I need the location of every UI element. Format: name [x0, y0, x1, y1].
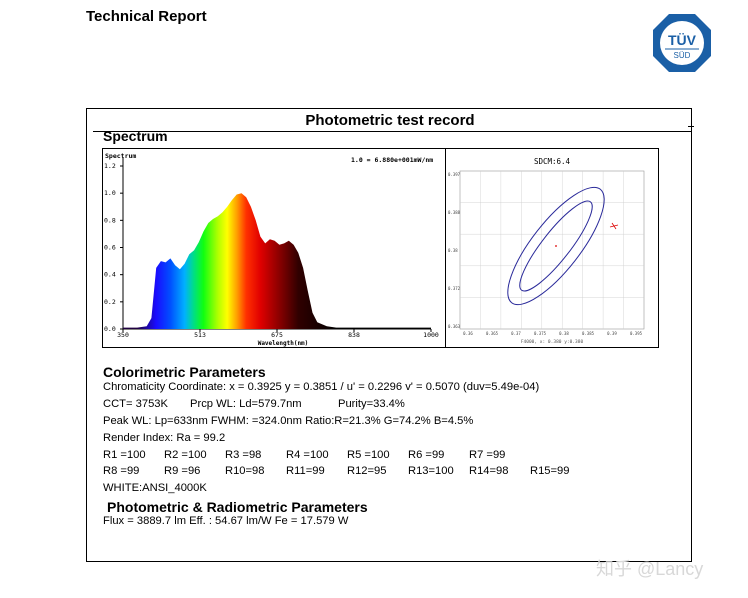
- peak-wavelength-line: Peak WL: Lp=633nm FWHM: =324.0nm Ratio:R…: [103, 415, 474, 427]
- y-tick-label: 1.2: [104, 162, 116, 170]
- chart-title: Spectrum: [105, 152, 136, 160]
- sdcm-x-tick-label: 0.36: [463, 331, 473, 336]
- sdcm-x-tick-label: 0.385: [582, 331, 595, 336]
- sdcm-x-tick-label: 0.37: [511, 331, 521, 336]
- colorimetric-section-title: Colorimetric Parameters: [103, 364, 266, 380]
- sdcm-title: SDCM:6.4: [534, 157, 571, 166]
- x-tick-label: 675: [271, 331, 283, 339]
- y-tick-label: 0.8: [104, 216, 116, 224]
- render-index-value: R14=98: [469, 465, 509, 477]
- sdcm-x-tick-label: 0.38: [559, 331, 569, 336]
- render-index-value: R15=99: [530, 465, 570, 477]
- plot-border: [459, 170, 645, 330]
- sdcm-y-tick-label: 0.363: [448, 324, 461, 329]
- chromaticity-line: Chromaticity Coordinate: x = 0.3925 y = …: [103, 381, 540, 393]
- sdcm-plot-frame: SDCM:6.4 0.397 0.388 0.38 0.372 0.363 0.36 0.3…: [445, 148, 659, 348]
- photometric-record: Photometric test record Spectrum 0.0 0.2 0…: [86, 108, 692, 562]
- x-tick-label: 350: [117, 331, 129, 339]
- flux-line: Flux = 3889.7 lm Eff. : 54.67 lm/W Fe = …: [103, 515, 349, 527]
- sdcm-y-tick-label: 0.388: [448, 210, 461, 215]
- render-index-value: R5 =100: [347, 449, 390, 461]
- report-title: Technical Report: [86, 8, 207, 25]
- render-index-value: R6 =99: [408, 449, 445, 461]
- logo-text: TÜV: [668, 32, 697, 48]
- render-index-value: R1 =100: [103, 449, 146, 461]
- y-tick-label: 1.0: [104, 189, 116, 197]
- sdcm-x-tick-label: 0.365: [486, 331, 499, 336]
- logo-subtext: SÜD: [674, 51, 691, 60]
- y-tick-label: 0.2: [104, 298, 116, 306]
- spectrum-area: [123, 193, 431, 329]
- sdcm-x-tick-label: 0.39: [607, 331, 617, 336]
- cct-value: CCT= 3753K: [103, 398, 168, 410]
- sdcm-y-tick-label: 0.372: [448, 286, 461, 291]
- sdcm-x-tick-label: 0.375: [534, 331, 547, 336]
- render-index-value: R3 =98: [225, 449, 262, 461]
- render-index-value: R2 =100: [164, 449, 207, 461]
- y-tick-label: 0.0: [104, 325, 116, 333]
- spectrum-chart-frame: 0.0 0.2 0.4 0.6 0.8 1.0 1.2 350 513 675 838 1000 Sp…: [102, 148, 446, 348]
- tuv-sud-logo: TÜV SÜD: [653, 14, 711, 72]
- center-point: [555, 245, 557, 247]
- x-axis-label: Wavelength(nm): [258, 340, 309, 347]
- sdcm-footer: F4000, x: 0.380 y:0.380: [521, 339, 584, 345]
- title-divider: [93, 131, 691, 132]
- photometric-section-title: Photometric & Radiometric Parameters: [107, 499, 368, 515]
- spectrum-chart: 0.0 0.2 0.4 0.6 0.8 1.0 1.2 350 513 675 838 1000 Sp…: [104, 152, 439, 347]
- spectrum-section-title: Spectrum: [103, 128, 168, 144]
- render-index-value: R12=95: [347, 465, 387, 477]
- y-tick-label: 0.6: [104, 244, 116, 252]
- render-index-value: R9 =96: [164, 465, 201, 477]
- render-index-value: R10=98: [225, 465, 265, 477]
- render-index: Render Index: Ra = 99.2: [103, 432, 226, 444]
- render-index-value: R7 =99: [469, 449, 506, 461]
- outer-ellipse: [507, 186, 605, 306]
- render-index-value: R11=99: [286, 465, 325, 477]
- inner-ellipse: [519, 200, 593, 292]
- watermark: 知乎 @Lancy: [596, 559, 704, 579]
- record-title: Photometric test record: [305, 112, 475, 129]
- sdcm-y-tick-label: 0.397: [448, 172, 461, 177]
- purity-value: Purity=33.4%: [338, 398, 405, 410]
- scale-annotation: 1.0 = 6.880e+001mW/nm: [351, 156, 433, 164]
- sdcm-y-tick-label: 0.38: [448, 248, 458, 253]
- render-index-value: R8 =99: [103, 465, 140, 477]
- x-tick-label: 1000: [423, 331, 439, 339]
- x-tick-label: 513: [194, 331, 206, 339]
- render-index-value: R4 =100: [286, 449, 329, 461]
- measured-point-mark: [609, 224, 619, 228]
- y-tick-label: 0.4: [104, 271, 116, 279]
- render-index-value: R13=100: [408, 465, 454, 477]
- white-standard: WHITE:ANSI_4000K: [103, 482, 207, 494]
- sdcm-x-tick-label: 0.395: [630, 331, 643, 336]
- dominant-wavelength: Prcp WL: Ld=579.7nm: [190, 398, 302, 410]
- x-tick-label: 838: [348, 331, 360, 339]
